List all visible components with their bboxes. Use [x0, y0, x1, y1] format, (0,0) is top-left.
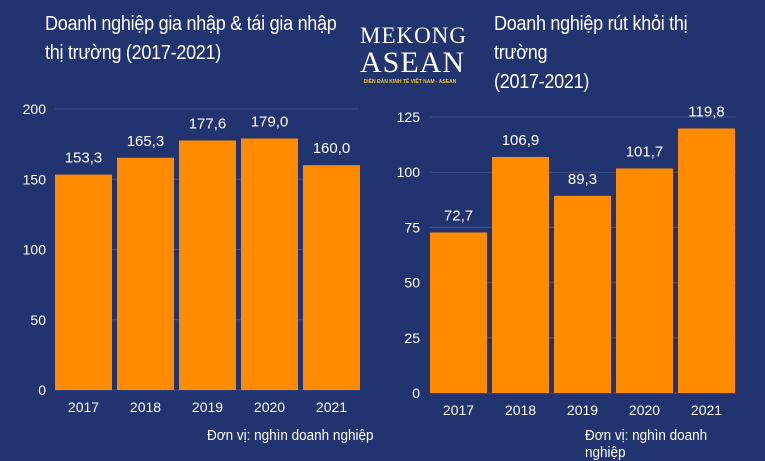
- bar-2020: [241, 138, 298, 390]
- x-tick-label: 2019: [567, 402, 598, 418]
- x-tick-label: 2017: [443, 402, 474, 418]
- bar-2018: [117, 157, 174, 390]
- x-tick-label: 2020: [629, 402, 660, 418]
- bar-2017: [430, 232, 487, 393]
- bar-2021: [303, 165, 360, 390]
- title-line: thị trường (2017-2021): [45, 42, 222, 64]
- data-label: 72,7: [444, 207, 473, 224]
- x-tick-label: 2018: [130, 399, 161, 415]
- bar-2019: [179, 140, 236, 390]
- title-line: Doanh nghiệp rút khỏi thị trường: [494, 13, 688, 64]
- x-tick-label: 2018: [505, 402, 536, 418]
- y-tick-label: 50: [404, 275, 420, 291]
- bar-2021: [678, 128, 735, 393]
- y-tick-label: 100: [23, 242, 47, 258]
- data-label: 89,3: [568, 171, 597, 188]
- logo-tagline: DIỄN ĐÀN KINH TẾ VIỆT NAM - ASEAN: [363, 79, 457, 85]
- left-unit-label: Đơn vị: nghìn doanh nghiệp: [207, 427, 374, 444]
- data-label: 165,3: [127, 133, 165, 150]
- y-tick-label: 75: [404, 219, 420, 235]
- y-tick-label: 100: [397, 164, 421, 180]
- data-label: 153,3: [65, 150, 103, 167]
- x-tick-label: 2017: [68, 399, 99, 415]
- title-line: (2017-2021): [494, 71, 590, 93]
- left-chart-title: Doanh nghiệp gia nhập & tái gia nhập thị…: [45, 10, 337, 68]
- x-tick-label: 2019: [192, 399, 223, 415]
- y-tick-label: 25: [404, 330, 420, 346]
- data-label: 106,9: [502, 132, 540, 149]
- x-tick-label: 2021: [691, 402, 722, 418]
- y-tick-label: 0: [412, 385, 420, 401]
- y-tick-label: 50: [30, 312, 46, 328]
- bar-2019: [554, 195, 611, 393]
- right-unit-label: Đơn vị: nghìn doanh nghiệp: [585, 427, 708, 461]
- bar-2017: [55, 174, 112, 390]
- right-chart-title: Doanh nghiệp rút khỏi thị trường (2017-2…: [494, 10, 738, 97]
- x-tick-label: 2020: [254, 399, 285, 415]
- y-tick-label: 200: [23, 101, 47, 117]
- data-label: 179,0: [251, 114, 289, 131]
- y-tick-label: 0: [38, 382, 46, 398]
- data-label: 101,7: [626, 143, 664, 160]
- x-tick-label: 2021: [316, 399, 347, 415]
- logo-line1: MEKONG: [360, 23, 467, 48]
- y-tick-label: 125: [397, 109, 421, 125]
- mekong-asean-logo: MEKONG ASEAN DIỄN ĐÀN KINH TẾ VIỆT NAM -…: [360, 23, 467, 86]
- data-label: 177,6: [189, 115, 227, 132]
- y-tick-label: 150: [23, 171, 47, 187]
- data-label: 119,8: [688, 103, 724, 120]
- bar-2018: [492, 156, 549, 393]
- logo-line2: ASEAN: [360, 46, 466, 79]
- data-label: 160,0: [313, 140, 351, 157]
- bar-2020: [616, 168, 673, 393]
- title-line: Doanh nghiệp gia nhập & tái gia nhập: [45, 13, 337, 35]
